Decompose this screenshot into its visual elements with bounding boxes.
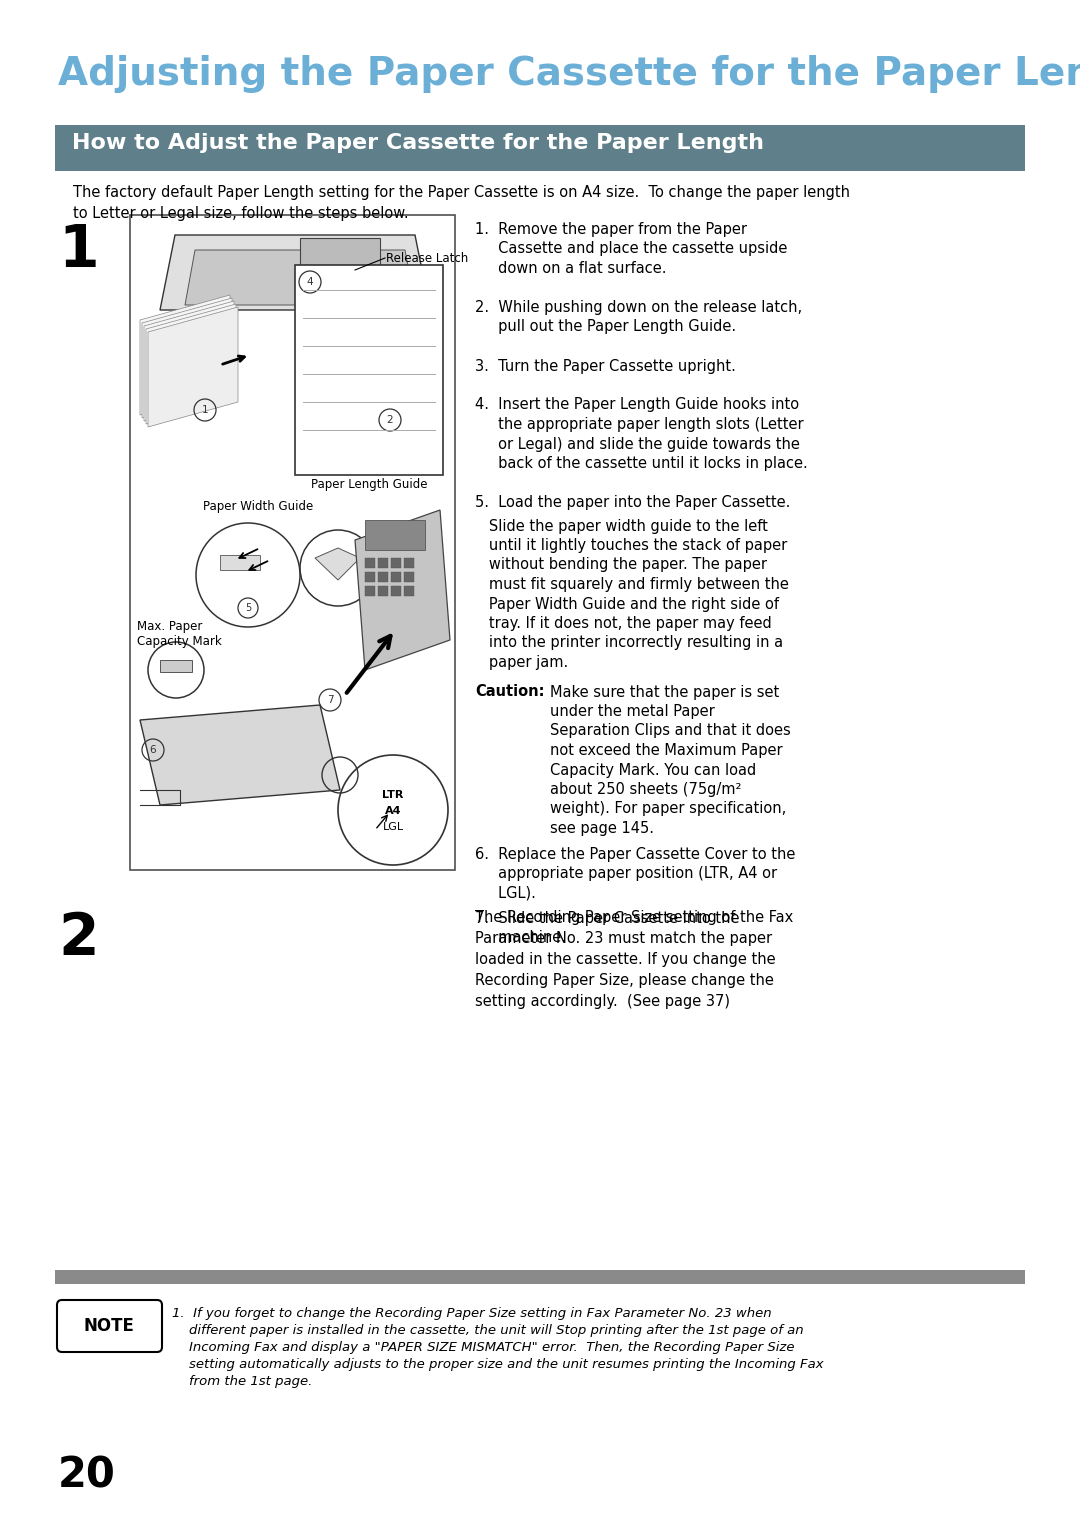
Text: into the printer incorrectly resulting in a: into the printer incorrectly resulting i… <box>475 636 783 651</box>
Text: Max. Paper
Capacity Mark: Max. Paper Capacity Mark <box>137 620 221 648</box>
Polygon shape <box>355 510 450 669</box>
Polygon shape <box>160 235 430 310</box>
Text: see page 145.: see page 145. <box>550 821 654 836</box>
Bar <box>365 587 375 596</box>
Text: 3.  Turn the Paper Cassette upright.: 3. Turn the Paper Cassette upright. <box>475 359 735 373</box>
Text: down on a flat surface.: down on a flat surface. <box>475 261 666 277</box>
Text: Paper Width Guide and the right side of: Paper Width Guide and the right side of <box>475 596 779 611</box>
Text: 6: 6 <box>150 746 157 755</box>
Text: 1.  Remove the paper from the Paper: 1. Remove the paper from the Paper <box>475 222 747 237</box>
Text: 6.  Replace the Paper Cassette Cover to the: 6. Replace the Paper Cassette Cover to t… <box>475 847 795 862</box>
Text: 7: 7 <box>326 695 334 704</box>
Text: 2: 2 <box>58 911 98 967</box>
Text: 2: 2 <box>387 416 393 425</box>
Text: Capacity Mark. You can load: Capacity Mark. You can load <box>550 762 756 778</box>
Polygon shape <box>148 307 238 426</box>
Bar <box>391 587 401 596</box>
Bar <box>391 558 401 568</box>
Bar <box>404 587 414 596</box>
Polygon shape <box>141 298 232 419</box>
FancyBboxPatch shape <box>57 1300 162 1352</box>
Polygon shape <box>185 251 415 306</box>
Text: 2.  While pushing down on the release latch,: 2. While pushing down on the release lat… <box>475 299 802 315</box>
Text: 20: 20 <box>58 1455 116 1497</box>
Bar <box>404 571 414 582</box>
Text: Paper Width Guide: Paper Width Guide <box>203 500 313 513</box>
Text: must fit squarely and firmly between the: must fit squarely and firmly between the <box>475 578 788 591</box>
Text: or Legal) and slide the guide towards the: or Legal) and slide the guide towards th… <box>475 437 800 451</box>
Text: Release Latch: Release Latch <box>386 252 469 264</box>
Text: 1.  If you forget to change the Recording Paper Size setting in Fax Parameter No: 1. If you forget to change the Recording… <box>172 1306 824 1387</box>
Text: Separation Clips and that it does: Separation Clips and that it does <box>550 723 791 738</box>
Text: How to Adjust the Paper Cassette for the Paper Length: How to Adjust the Paper Cassette for the… <box>72 133 764 153</box>
Text: The Recording Paper Size setting of the Fax
Parameter No. 23 must match the pape: The Recording Paper Size setting of the … <box>475 911 793 1008</box>
Bar <box>300 238 380 267</box>
Bar <box>220 555 260 570</box>
Bar <box>365 520 426 550</box>
Text: 4.  Insert the Paper Length Guide hooks into: 4. Insert the Paper Length Guide hooks i… <box>475 397 799 413</box>
Text: Caution:: Caution: <box>475 685 544 700</box>
Text: under the metal Paper: under the metal Paper <box>550 704 715 720</box>
Text: LTR: LTR <box>382 790 404 801</box>
Text: weight). For paper specification,: weight). For paper specification, <box>550 802 786 816</box>
Bar <box>160 660 192 672</box>
Text: about 250 sheets (75g/m²: about 250 sheets (75g/m² <box>550 782 742 798</box>
Bar <box>365 558 375 568</box>
Polygon shape <box>315 549 360 581</box>
Text: until it lightly touches the stack of paper: until it lightly touches the stack of pa… <box>475 538 787 553</box>
Polygon shape <box>140 295 230 416</box>
Text: The factory default Paper Length setting for the Paper Cassette is on A4 size.  : The factory default Paper Length setting… <box>73 185 850 222</box>
Text: tray. If it does not, the paper may feed: tray. If it does not, the paper may feed <box>475 616 772 631</box>
Bar <box>55 125 1025 171</box>
Text: LGL: LGL <box>382 822 404 833</box>
Text: machine.: machine. <box>475 931 566 946</box>
Text: Slide the paper width guide to the left: Slide the paper width guide to the left <box>475 518 768 533</box>
Polygon shape <box>146 304 237 423</box>
Text: not exceed the Maximum Paper: not exceed the Maximum Paper <box>550 743 783 758</box>
Bar <box>365 571 375 582</box>
Bar <box>130 215 455 869</box>
Text: 7.  Slide the Paper Cassette into the: 7. Slide the Paper Cassette into the <box>475 911 740 926</box>
Text: Adjusting the Paper Cassette for the Paper Length: Adjusting the Paper Cassette for the Pap… <box>58 55 1080 93</box>
Bar <box>55 1270 1025 1284</box>
Bar <box>378 587 388 596</box>
Bar <box>378 558 388 568</box>
Text: 1: 1 <box>58 222 98 280</box>
Bar <box>378 571 388 582</box>
Text: back of the cassette until it locks in place.: back of the cassette until it locks in p… <box>475 455 808 471</box>
Text: A4: A4 <box>384 805 402 816</box>
Text: appropriate paper position (LTR, A4 or: appropriate paper position (LTR, A4 or <box>475 866 778 882</box>
Text: 4: 4 <box>307 277 313 287</box>
Text: NOTE: NOTE <box>83 1317 134 1335</box>
Text: 5.  Load the paper into the Paper Cassette.: 5. Load the paper into the Paper Cassett… <box>475 495 791 510</box>
Text: Make sure that the paper is set: Make sure that the paper is set <box>550 685 780 700</box>
Text: Cassette and place the cassette upside: Cassette and place the cassette upside <box>475 241 787 257</box>
Text: 5: 5 <box>245 604 252 613</box>
Text: paper jam.: paper jam. <box>475 656 568 669</box>
Text: 1: 1 <box>202 405 208 416</box>
Polygon shape <box>140 704 340 805</box>
Bar <box>391 571 401 582</box>
Polygon shape <box>144 301 234 422</box>
Text: Paper Length Guide: Paper Length Guide <box>311 478 428 490</box>
Text: LGL).: LGL). <box>475 886 536 900</box>
Text: the appropriate paper length slots (Letter: the appropriate paper length slots (Lett… <box>475 417 804 432</box>
Text: pull out the Paper Length Guide.: pull out the Paper Length Guide. <box>475 319 737 335</box>
Bar <box>295 264 443 475</box>
Bar <box>404 558 414 568</box>
Text: without bending the paper. The paper: without bending the paper. The paper <box>475 558 767 573</box>
